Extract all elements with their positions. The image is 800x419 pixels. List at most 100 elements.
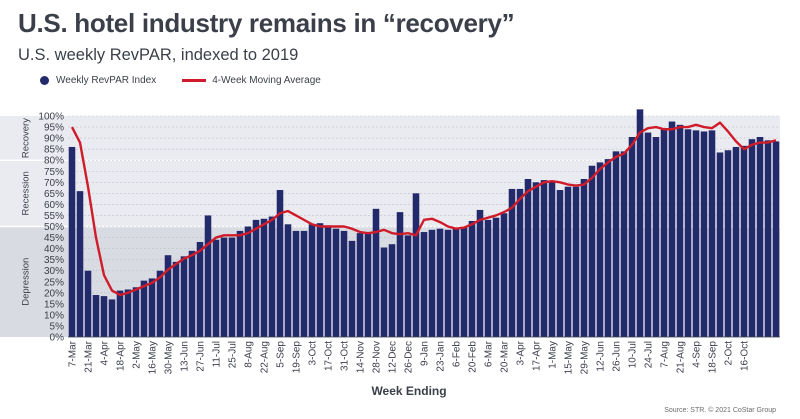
- bar: [244, 226, 252, 337]
- bar: [220, 237, 228, 337]
- bar: [428, 229, 436, 337]
- x-tick-label: 20-Feb: [468, 341, 479, 373]
- x-tick-label: 11-Jul: [212, 341, 223, 368]
- bar: [156, 270, 164, 337]
- y-tick-label: 45%: [44, 233, 64, 244]
- legend-line-swatch: [182, 79, 207, 82]
- bar: [484, 219, 492, 337]
- bar: [252, 219, 260, 337]
- y-tick-label: 70%: [44, 178, 64, 189]
- bar: [724, 150, 732, 337]
- bar: [268, 216, 276, 337]
- bar: [308, 224, 316, 337]
- y-tick-label: 85%: [44, 145, 64, 156]
- x-tick-label: 2-May: [132, 341, 143, 369]
- bar: [324, 225, 332, 337]
- bar: [340, 230, 348, 337]
- bar: [636, 109, 644, 338]
- bar: [372, 208, 380, 337]
- bar: [468, 220, 476, 337]
- bar: [476, 209, 484, 337]
- x-tick-label: 4-Apr: [100, 340, 111, 365]
- bar: [660, 129, 668, 337]
- bar: [364, 233, 372, 337]
- y-tick-label: 90%: [44, 134, 64, 145]
- y-tick-label: 10%: [44, 310, 64, 321]
- bar: [436, 228, 444, 337]
- x-tick-label: 12-Dec: [388, 341, 399, 373]
- x-tick-label: 30-May: [164, 341, 175, 374]
- bar: [420, 232, 428, 337]
- bar: [116, 290, 124, 337]
- x-tick-label: 7-Mar: [68, 340, 79, 367]
- y-tick-label: 35%: [44, 255, 64, 266]
- bar: [412, 193, 420, 337]
- bar: [572, 186, 580, 337]
- bar: [332, 228, 340, 337]
- bar: [444, 229, 452, 337]
- x-tick-label: 26-Dec: [404, 341, 415, 373]
- y-tick-label: 55%: [44, 211, 64, 222]
- bar: [124, 289, 132, 337]
- x-tick-label: 31-Oct: [340, 341, 351, 371]
- x-tick-label: 3-Apr: [516, 340, 527, 365]
- y-tick-label: 100%: [38, 112, 64, 123]
- bar: [612, 151, 620, 337]
- y-tick-label: 65%: [44, 189, 64, 200]
- x-tick-label: 6-Feb: [452, 341, 463, 368]
- bar: [348, 240, 356, 337]
- legend-bar-label: Weekly RevPAR Index: [56, 75, 157, 86]
- source-note: Source: STR. © 2021 CoStar Group: [664, 407, 776, 414]
- x-tick-label: 16-Oct: [740, 341, 751, 371]
- bar: [588, 165, 596, 337]
- moving-average-line: [70, 121, 777, 297]
- bar: [532, 182, 540, 337]
- x-tick-label: 18-Sep: [708, 341, 719, 374]
- bar: [204, 215, 212, 337]
- bar: [212, 239, 220, 337]
- bar: [652, 136, 660, 337]
- bar: [172, 261, 180, 337]
- bar: [380, 247, 388, 337]
- x-axis-title: Week Ending: [371, 384, 446, 398]
- bar: [260, 218, 268, 337]
- bar: [540, 180, 548, 337]
- x-tick-label: 5-Sep: [276, 341, 287, 368]
- bar: [668, 121, 676, 338]
- bar: [628, 136, 636, 337]
- y-tick-label: 0%: [50, 333, 65, 344]
- bar: [292, 230, 300, 337]
- bar: [548, 181, 556, 337]
- y-axis: 0%5%10%15%20%25%30%35%40%45%50%55%60%65%…: [38, 112, 64, 344]
- y-tick-label: 95%: [44, 123, 64, 134]
- bar: [740, 145, 748, 337]
- x-tick-label: 12-Jun: [596, 341, 607, 372]
- bar: [748, 139, 756, 337]
- bar: [500, 213, 508, 337]
- bar: [228, 237, 236, 337]
- bar: [92, 295, 100, 337]
- y-tick-label: 80%: [44, 156, 64, 167]
- bar: [76, 191, 84, 337]
- bar: [164, 255, 172, 337]
- bar: [676, 124, 684, 337]
- bar: [188, 250, 196, 337]
- x-tick-label: 25-Jul: [228, 341, 239, 368]
- y-tick-label: 20%: [44, 288, 64, 299]
- x-tick-label: 7-Aug: [660, 341, 671, 368]
- bar: [148, 278, 156, 337]
- bar: [580, 178, 588, 337]
- bar: [620, 151, 628, 337]
- y-tick-label: 15%: [44, 299, 64, 310]
- x-tick-label: 3-Oct: [308, 341, 319, 366]
- x-tick-label: 28-Nov: [372, 341, 383, 373]
- bar: [644, 132, 652, 337]
- bar: [692, 130, 700, 337]
- y-tick-label: 30%: [44, 266, 64, 277]
- bar: [596, 162, 604, 337]
- bar: [284, 224, 292, 337]
- x-tick-label: 21-Mar: [84, 340, 95, 372]
- bar: [772, 141, 780, 337]
- band-label-recovery: Recovery: [21, 118, 32, 158]
- moving-average-layer: [70, 121, 777, 297]
